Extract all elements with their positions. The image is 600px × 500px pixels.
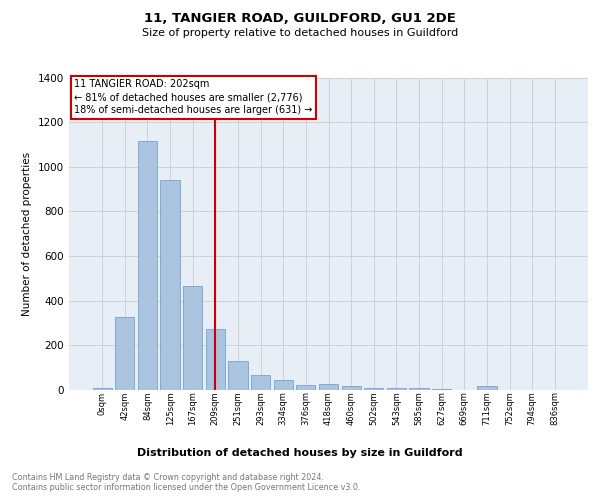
- Bar: [115, 318, 134, 390]
- Bar: [229, 361, 248, 390]
- Text: Size of property relative to detached houses in Guildford: Size of property relative to detached ho…: [142, 28, 458, 38]
- Bar: [183, 286, 202, 390]
- Bar: [387, 388, 406, 390]
- Bar: [364, 388, 383, 390]
- Bar: [296, 385, 316, 390]
- Bar: [409, 388, 428, 390]
- Bar: [319, 384, 338, 390]
- Text: Contains HM Land Registry data © Crown copyright and database right 2024.: Contains HM Land Registry data © Crown c…: [12, 472, 324, 482]
- Text: 11 TANGIER ROAD: 202sqm
← 81% of detached houses are smaller (2,776)
18% of semi: 11 TANGIER ROAD: 202sqm ← 81% of detache…: [74, 79, 313, 116]
- Bar: [92, 388, 112, 390]
- Text: 11, TANGIER ROAD, GUILDFORD, GU1 2DE: 11, TANGIER ROAD, GUILDFORD, GU1 2DE: [144, 12, 456, 26]
- Bar: [477, 386, 497, 390]
- Bar: [206, 328, 225, 390]
- Bar: [138, 141, 157, 390]
- Bar: [274, 380, 293, 390]
- Bar: [341, 386, 361, 390]
- Bar: [432, 389, 451, 390]
- Y-axis label: Number of detached properties: Number of detached properties: [22, 152, 32, 316]
- Text: Contains public sector information licensed under the Open Government Licence v3: Contains public sector information licen…: [12, 482, 361, 492]
- Bar: [160, 180, 180, 390]
- Bar: [251, 376, 270, 390]
- Text: Distribution of detached houses by size in Guildford: Distribution of detached houses by size …: [137, 448, 463, 458]
